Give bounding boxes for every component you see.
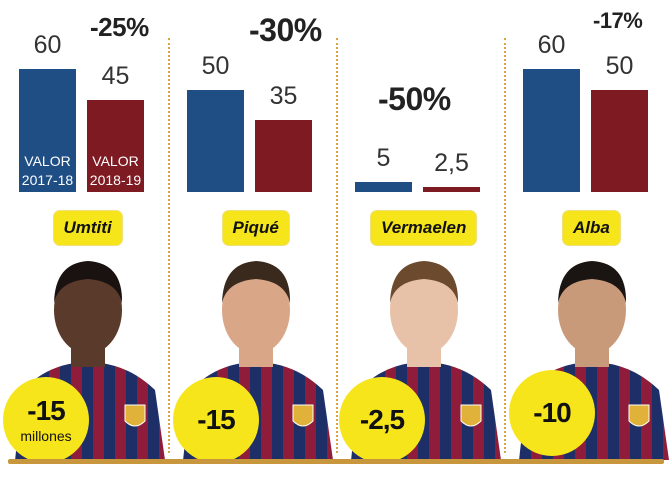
bar-2017-18 xyxy=(523,69,580,192)
bar-label-2017-18: VALOR 2017-18 xyxy=(19,152,76,190)
bar-2018-19 xyxy=(255,120,312,192)
value-label-2018-19: 2,5 xyxy=(434,148,469,177)
bar-pair: VALOR 2017-18 VALOR 2018-19 60 45 -25% xyxy=(5,0,170,192)
bar-2018-19: VALOR 2018-19 xyxy=(87,99,144,192)
value-loss: -15 xyxy=(27,395,65,426)
value-label-2018-19: 50 xyxy=(605,51,634,80)
panel-divider xyxy=(504,38,506,453)
value-loss-circle: -10 xyxy=(509,370,595,456)
player-head xyxy=(558,266,626,354)
bar-2017-18 xyxy=(355,181,412,192)
bar-label-year: 2017-18 xyxy=(21,172,74,188)
percent-change-label: -25% xyxy=(90,12,149,42)
club-crest-icon xyxy=(124,404,146,427)
club-crest-icon xyxy=(628,404,650,427)
panel-divider xyxy=(336,38,338,453)
percent-change-label: -30% xyxy=(249,12,322,48)
player-panel: 60 50 -17% Alba -10 xyxy=(509,0,670,462)
player-panel: 5 2,5 -50% Vermaelen -2,5 xyxy=(339,0,506,463)
percent-change-label: -50% xyxy=(378,81,451,117)
panel-divider xyxy=(168,38,170,453)
bar-pair: 50 35 -30% xyxy=(173,0,338,192)
value-loss-circle: -2,5 xyxy=(339,377,425,463)
player-name-badge: Piqué xyxy=(222,211,289,245)
bar-label-line: VALOR xyxy=(24,153,71,169)
bar-2018-19 xyxy=(423,186,480,192)
value-label-2018-19: 35 xyxy=(269,82,298,111)
bar-2017-18: VALOR 2017-18 xyxy=(19,69,76,192)
value-label-2017-18: 50 xyxy=(201,51,230,80)
value-loss-circle: -15 millones xyxy=(3,377,89,463)
player-panel: 50 35 -30% Piqué -15 xyxy=(173,0,338,463)
value-loss: -2,5 xyxy=(359,404,405,435)
bar-2018-19 xyxy=(591,89,648,192)
percent-change-label: -17% xyxy=(593,8,643,33)
bar-2017-18 xyxy=(187,89,244,192)
club-crest-icon xyxy=(292,404,314,427)
value-loss-circle: -15 xyxy=(173,377,259,463)
player-name-badge: Vermaelen xyxy=(371,211,477,245)
player-name-badge: Alba xyxy=(563,211,620,245)
bar-label-2018-19: VALOR 2018-19 xyxy=(87,152,144,190)
value-label-2017-18: 60 xyxy=(537,31,566,59)
value-loss: -15 xyxy=(197,404,235,435)
bar-label-line: VALOR xyxy=(92,153,139,169)
value-loss: -10 xyxy=(533,397,571,428)
club-crest-icon xyxy=(460,404,482,427)
bar-pair: 5 2,5 -50% xyxy=(341,0,506,192)
player-panel: VALOR 2017-18 VALOR 2018-19 60 45 -25% Umtiti -1… xyxy=(3,0,170,463)
bar-pair: 60 50 -17% xyxy=(509,0,670,192)
player-head xyxy=(222,266,290,354)
player-head xyxy=(390,266,458,354)
player-head xyxy=(54,266,122,354)
value-label-2018-19: 45 xyxy=(101,61,130,90)
player-name-badge: Umtiti xyxy=(53,211,122,245)
value-loss-unit: millones xyxy=(20,428,72,444)
value-label-2017-18: 5 xyxy=(376,143,391,172)
bar-label-year: 2018-19 xyxy=(89,172,142,188)
base-line xyxy=(8,459,664,464)
value-label-2017-18: 60 xyxy=(33,31,62,59)
